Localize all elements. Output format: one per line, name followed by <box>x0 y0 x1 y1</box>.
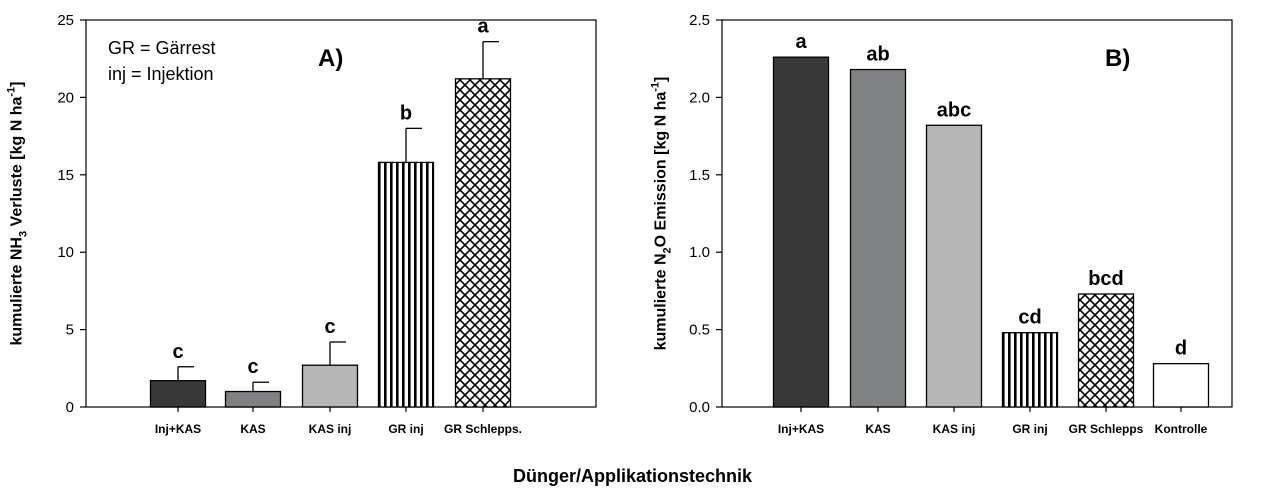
significance-letter: c <box>172 341 183 363</box>
y-tick-label: 20 <box>57 89 74 106</box>
x-tick-label: GR Schlepps. <box>444 422 522 436</box>
bar <box>1001 332 1059 408</box>
x-tick-label: GR inj <box>1012 422 1047 436</box>
y-axis-label: kumulierte NH3 Verluste [kg N ha-1] <box>6 82 30 346</box>
significance-letter: a <box>477 16 489 38</box>
bar <box>301 364 359 408</box>
y-tick-label: 5 <box>66 322 74 339</box>
bar <box>925 124 983 408</box>
bar <box>772 56 830 408</box>
significance-letter: c <box>324 316 335 338</box>
shared-x-axis-label: Dünger/Applikationstechnik <box>512 466 753 486</box>
y-tick-label: 0.0 <box>689 399 710 416</box>
y-tick-label: 2.0 <box>689 89 710 106</box>
bar <box>149 380 207 408</box>
bar <box>224 390 282 408</box>
x-tick-label: KAS <box>865 422 890 436</box>
panel-b-chart: 0.0 0.5 1.0 1.5 2.0 2.5 Inj+KAS KAS KAS inj GR in… <box>650 12 1233 436</box>
legend-text: GR = Gärrest <box>108 38 216 58</box>
bar <box>849 68 907 408</box>
x-tick-label: KAS <box>240 422 265 436</box>
x-tick-label: Kontrolle <box>1155 422 1208 436</box>
bar <box>377 161 435 408</box>
y-tick-label: 2.5 <box>689 12 710 29</box>
x-tick-label: KAS inj <box>309 422 352 436</box>
significance-letter: ab <box>866 44 889 66</box>
significance-letter: abc <box>937 99 971 121</box>
significance-letter: d <box>1175 338 1187 360</box>
panel-label: B) <box>1105 45 1130 72</box>
bar <box>1152 363 1210 408</box>
y-tick-label: 1.0 <box>689 244 710 261</box>
y-axis-label: kumulierte N2O Emission [kg N ha-1] <box>650 77 674 351</box>
significance-letter: c <box>247 356 258 378</box>
significance-letter: b <box>400 102 412 124</box>
panel-label: A) <box>318 45 343 72</box>
panel-a-chart: 0 5 10 15 20 25 Inj+KAS KAS KAS inj GR inj GR Schl… <box>6 12 597 436</box>
significance-letter: cd <box>1018 307 1041 329</box>
legend-text: inj = Injektion <box>108 64 214 84</box>
x-tick-label: GR inj <box>388 422 423 436</box>
y-tick-label: 25 <box>57 12 74 29</box>
x-tick-label: GR Schlepps <box>1069 422 1144 436</box>
significance-letter: a <box>795 31 807 53</box>
x-tick-label: Inj+KAS <box>155 422 201 436</box>
y-tick-label: 15 <box>57 167 74 184</box>
bar <box>454 78 512 408</box>
significance-letter: bcd <box>1088 268 1124 290</box>
bar <box>1077 293 1135 408</box>
y-tick-label: 10 <box>57 244 74 261</box>
y-tick-label: 0.5 <box>689 322 710 339</box>
y-tick-label: 1.5 <box>689 167 710 184</box>
y-tick-label: 0 <box>66 399 74 416</box>
x-tick-label: Inj+KAS <box>778 422 824 436</box>
x-tick-label: KAS inj <box>933 422 976 436</box>
